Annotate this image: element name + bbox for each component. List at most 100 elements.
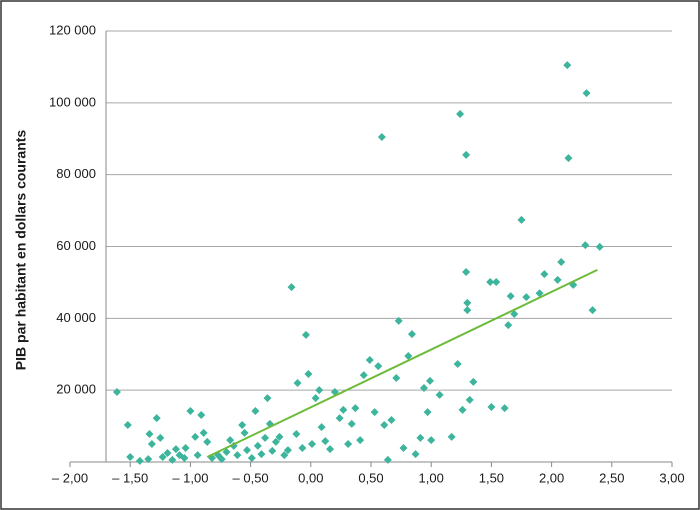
scatter-point [145,429,154,438]
scatter-point [226,436,235,445]
x-tick-label: 1,00 [419,470,444,485]
scatter-point [217,455,226,464]
scatter-point [419,384,428,393]
scatter-point [238,421,247,430]
scatter-point [563,61,572,70]
scatter-point [463,306,472,315]
scatter-point [287,283,296,292]
scatter-point [351,404,360,413]
scatter-point [171,445,180,454]
scatter-point [181,443,190,452]
scatter-point [158,452,167,461]
y-tick-label: 120 000 [49,22,96,37]
scatter-point [247,454,256,463]
scatter-point [506,292,515,301]
scatter-point [458,405,467,414]
scatter-point [271,437,280,446]
scatter-point [240,428,249,437]
scatter-point [427,436,436,445]
scatter-point [222,447,231,456]
scatter-point [374,362,383,371]
scatter-point [317,423,326,432]
scatter-point [123,421,132,430]
x-tick-label: 0,50 [358,470,383,485]
scatter-point [126,452,135,461]
scatter-point [447,432,456,441]
scatter-point [152,414,161,423]
scatter-point [112,387,121,396]
scatter-point [347,419,356,428]
x-tick-label: 2,50 [599,470,624,485]
scatter-point [582,89,591,98]
scatter-point [581,241,590,250]
scatter-point [293,378,302,387]
trend-line [206,268,598,458]
scatter-point [394,316,403,325]
scatter-point [377,132,386,141]
scatter-point [456,109,465,118]
scatter-point [517,215,526,224]
scatter-point [564,154,573,163]
scatter-point [492,278,501,287]
x-tick-label: – 2,00 [52,470,88,485]
x-tick-label: – 1,00 [172,470,208,485]
x-tick-label: 0,00 [298,470,323,485]
scatter-point [370,408,379,417]
scatter-point [425,376,434,385]
scatter-point [462,268,471,277]
scatter-point [404,352,413,361]
scatter-point [253,441,262,450]
scatter-point [510,310,519,319]
scatter-point [191,432,200,441]
scatter-point [321,437,330,446]
y-tick-label: 100 000 [49,94,96,109]
scatter-point [203,437,212,446]
scatter-point [197,410,206,419]
scatter-point [193,451,202,460]
scatter-point [292,429,301,438]
scatter-point [588,306,597,315]
scatter-point [453,359,462,368]
scatter-point [487,403,496,412]
scatter-point [135,456,144,465]
y-axis-label: PIB par habitant en dollars courants [13,130,29,371]
scatter-point [522,293,531,302]
scatter-point [399,443,408,452]
scatter-point [168,455,177,464]
scatter-point [304,370,313,379]
scatter-point [462,150,471,159]
scatter-point [469,377,478,386]
scatter-point [356,436,365,445]
scatter-point [326,445,335,454]
scatter-point [186,406,195,415]
scatter-point [268,446,277,455]
x-tick-label: 3,00 [659,470,684,485]
scatter-point [156,433,165,442]
scatter-point [387,415,396,424]
scatter-point [315,386,324,395]
scatter-point [423,408,432,417]
scatter-point [163,449,172,458]
scatter-point [359,371,368,380]
scatter-point [275,432,284,441]
y-tick-label: 20 000 [56,382,96,397]
scatter-point [251,406,260,415]
scatter-point [298,443,307,452]
scatter-point [365,355,374,364]
scatter-point [308,440,317,449]
scatter-point [416,433,425,442]
scatter-point [407,330,416,339]
scatter-point [435,390,444,399]
scatter-point [463,298,472,307]
scatter-point [557,257,566,266]
scatter-point [233,451,242,460]
scatter-point [595,242,604,251]
scatter-point [199,428,208,437]
scatter-point [147,440,156,449]
scatter-point [540,270,549,279]
y-tick-label: 40 000 [56,310,96,325]
scatter-point [380,421,389,430]
scatter-point [242,446,251,455]
